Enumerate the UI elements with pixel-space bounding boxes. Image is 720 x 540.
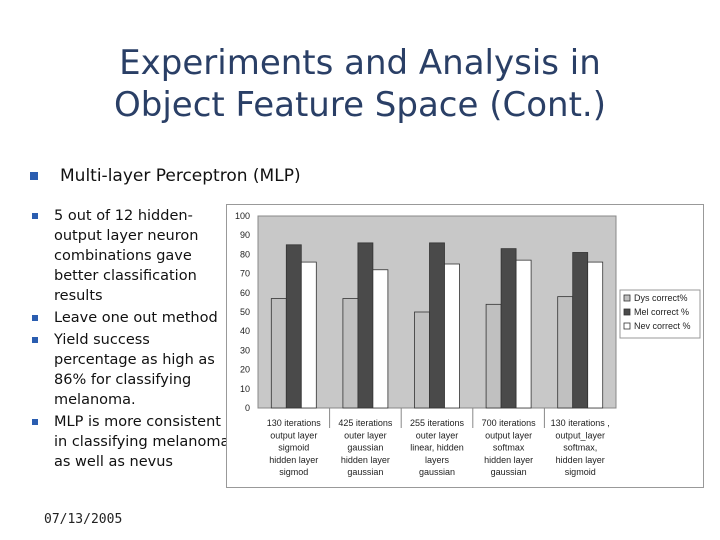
- bar: [285, 244, 302, 409]
- legend-label: Dys correct%: [634, 293, 688, 303]
- bar: [572, 252, 589, 409]
- x-tick-label: output_layer: [555, 430, 605, 440]
- y-tick-label: 30: [240, 345, 250, 355]
- bar: [372, 269, 389, 409]
- y-tick-label: 100: [235, 211, 250, 221]
- x-tick-label: output layer: [270, 430, 317, 440]
- legend-swatch: [623, 308, 631, 316]
- bar: [300, 261, 317, 409]
- bullet-text: MLP is more consistent in classifying me…: [54, 414, 230, 470]
- bar: [342, 298, 359, 409]
- bullet-text: Yield success percentage as high as 86% …: [54, 332, 215, 408]
- bullet-list: 5 out of 12 hidden-output layer neuron c…: [30, 206, 230, 474]
- bar: [429, 242, 445, 409]
- bullet-text: 5 out of 12 hidden-output layer neuron c…: [54, 208, 199, 304]
- x-tick-label: output layer: [485, 430, 532, 440]
- x-tick-label: sigmoid: [565, 467, 596, 477]
- y-tick-label: 80: [240, 249, 250, 259]
- x-tick-label: 425 iterations: [338, 418, 393, 428]
- bullet-text: Leave one out method: [54, 310, 218, 326]
- y-tick-label: 40: [240, 326, 250, 336]
- slide-title: Experiments and Analysis in Object Featu…: [80, 42, 640, 126]
- x-tick-label: 255 iterations: [410, 418, 465, 428]
- bullet-item: Leave one out method: [30, 308, 230, 328]
- legend-swatch: [623, 322, 631, 330]
- bar: [515, 259, 532, 409]
- main-bullet-text: Multi-layer Perceptron (MLP): [60, 166, 301, 186]
- bar: [587, 261, 604, 409]
- x-tick-label: gaussian: [347, 467, 383, 477]
- legend-swatch: [623, 294, 631, 302]
- x-tick-label: gaussian: [491, 467, 527, 477]
- bullet-item: Yield success percentage as high as 86% …: [30, 330, 230, 410]
- x-tick-label: outer layer: [344, 430, 387, 440]
- x-tick-label: linear, hidden: [410, 443, 464, 453]
- x-tick-label: outer layer: [416, 430, 459, 440]
- bullet-square-icon: [32, 213, 38, 219]
- x-tick-label: hidden layer: [556, 455, 605, 465]
- bar: [485, 303, 502, 409]
- x-tick-label: hidden layer: [269, 455, 318, 465]
- slide-date: 07/13/2005: [44, 512, 123, 527]
- x-tick-label: hidden layer: [484, 455, 533, 465]
- x-tick-label: 130 iterations ,: [551, 418, 610, 428]
- bar: [414, 311, 430, 409]
- bullet-item: 5 out of 12 hidden-output layer neuron c…: [30, 206, 230, 306]
- legend-label: Nev correct %: [634, 321, 691, 331]
- x-tick-label: gaussian: [419, 467, 455, 477]
- title-line-1: Experiments and Analysis in: [119, 43, 601, 83]
- y-tick-label: 60: [240, 288, 250, 298]
- bar: [357, 242, 374, 409]
- x-tick-label: 130 iterations: [267, 418, 322, 428]
- bar: [444, 263, 460, 409]
- y-tick-label: 0: [245, 403, 250, 413]
- bullet-square-icon: [32, 315, 38, 321]
- x-tick-label: sigmoid: [278, 443, 309, 453]
- y-tick-label: 20: [240, 365, 250, 375]
- y-tick-label: 50: [240, 307, 250, 317]
- x-tick-label: gaussian: [347, 443, 383, 453]
- bullet-item: MLP is more consistent in classifying me…: [30, 412, 230, 472]
- title-line-2: Object Feature Space (Cont.): [113, 85, 606, 125]
- x-tick-label: 700 iterations: [482, 418, 537, 428]
- legend-label: Mel correct %: [634, 307, 689, 317]
- bar: [557, 296, 574, 409]
- legend-box: [619, 289, 701, 339]
- bullet-square-icon: [30, 172, 38, 180]
- bullet-square-icon: [32, 337, 38, 343]
- x-tick-label: softmax: [493, 443, 525, 453]
- bar: [500, 248, 517, 409]
- y-tick-label: 90: [240, 230, 250, 240]
- x-tick-label: sigmod: [279, 467, 308, 477]
- bar-chart: 0 10 20 30 40 50 60 70 80 90 100 130 iterations outp…: [226, 204, 704, 488]
- x-tick-label: layers: [425, 455, 450, 465]
- bullet-square-icon: [32, 419, 38, 425]
- bar: [270, 298, 287, 409]
- x-tick-label: hidden layer: [341, 455, 390, 465]
- main-bullet: Multi-layer Perceptron (MLP): [30, 166, 301, 186]
- y-tick-label: 10: [240, 384, 250, 394]
- y-tick-label: 70: [240, 269, 250, 279]
- x-tick-label: softmax,: [563, 443, 597, 453]
